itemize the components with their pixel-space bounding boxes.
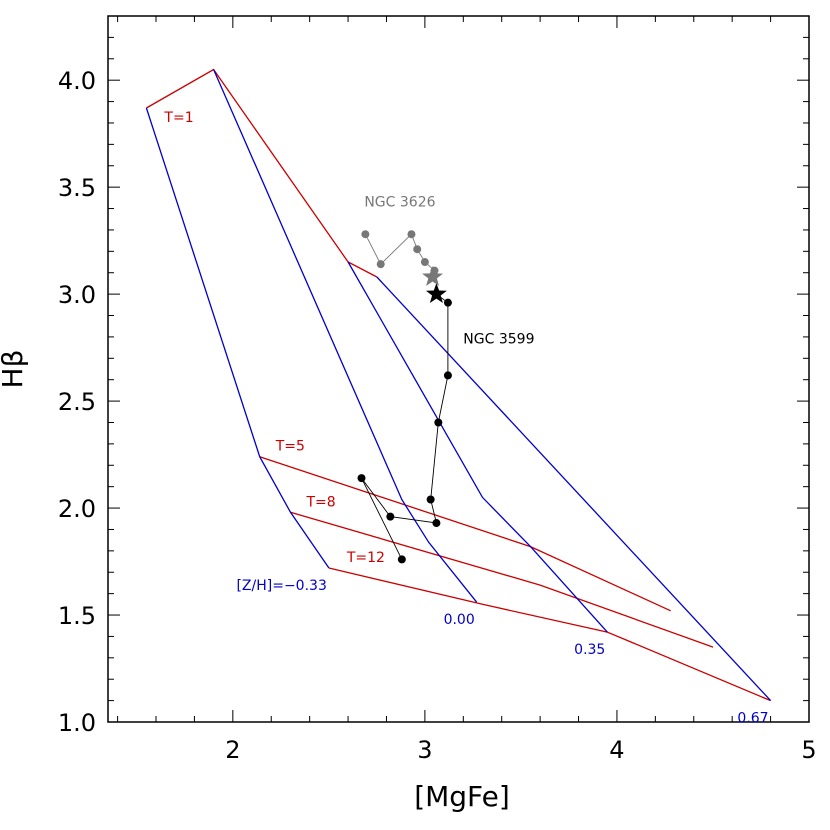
y-tick-label: 4.0 [58, 67, 96, 95]
data-point [434, 418, 443, 427]
x-axis-title: [MgFe] [414, 780, 510, 813]
y-tick-label: 1.5 [58, 602, 96, 630]
data-series: NGC 3599 NGC 3626 [357, 194, 534, 564]
data-point [407, 230, 416, 239]
series-label: NGC 3626 [364, 194, 435, 210]
y-tick-label: 3.5 [58, 174, 96, 202]
y-tick-label: 2.5 [58, 388, 96, 416]
data-point [357, 474, 366, 483]
model-grid [145, 68, 772, 702]
metallicity-label: 0.67 [737, 711, 768, 727]
x-tick-label: 4 [609, 736, 624, 764]
data-point [420, 258, 429, 267]
data-point [432, 519, 441, 528]
age-label: T=12 [346, 550, 385, 566]
data-point [426, 495, 435, 504]
data-point [443, 298, 452, 307]
metallicity-label: [Z/H]=−0.33 [236, 578, 326, 594]
age-line [146, 68, 378, 278]
age-line [290, 511, 714, 648]
y-axis-title: Hβ [0, 350, 29, 389]
age-label: T=8 [305, 494, 335, 510]
metallicity-line [347, 261, 608, 633]
data-point [386, 512, 395, 521]
y-tick-label: 1.0 [58, 709, 96, 737]
age-line [328, 567, 771, 702]
tick-labels: 2 3 4 5 1.0 1.5 2.0 2.5 3.0 3.5 4.0 [58, 67, 817, 764]
model-grid-labels: T=1 T=5 T=8 T=12 [Z/H]=−0.33 0.00 0.35 0.67 [163, 110, 768, 727]
y-tick-label: 3.0 [58, 281, 96, 309]
metallicity-label: 0.00 [444, 612, 475, 628]
data-point [443, 371, 452, 380]
metallicity-line [145, 107, 330, 569]
data-point [413, 245, 422, 254]
metallicity-line [376, 276, 772, 702]
data-point [397, 555, 406, 564]
plot-frame [107, 15, 810, 723]
x-tick-label: 2 [225, 736, 240, 764]
galaxy-center-star [426, 283, 447, 303]
age-label: T=5 [275, 439, 305, 455]
y-tick-label: 2.0 [58, 495, 96, 523]
x-tick-label: 3 [417, 736, 432, 764]
age-label: T=1 [163, 110, 193, 126]
series-label: NGC 3599 [463, 331, 534, 347]
axis-ticks [108, 15, 810, 723]
metallicity-label: 0.35 [574, 642, 605, 658]
data-point [361, 230, 370, 239]
metallicity-line [213, 69, 478, 603]
galaxy-center-star [422, 266, 443, 286]
data-point [376, 260, 385, 269]
x-tick-label: 5 [801, 736, 816, 764]
series-line-branch [361, 477, 403, 560]
